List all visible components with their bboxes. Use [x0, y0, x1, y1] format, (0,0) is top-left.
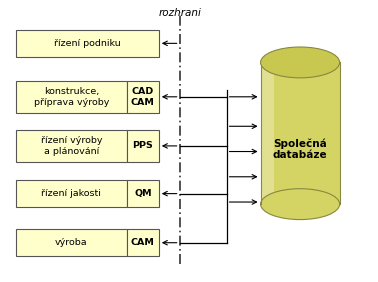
Text: PPS: PPS	[133, 141, 153, 150]
Polygon shape	[260, 62, 274, 204]
Ellipse shape	[260, 47, 340, 78]
FancyBboxPatch shape	[127, 130, 159, 162]
Text: výroba: výroba	[55, 238, 88, 247]
Text: CAD
CAM: CAD CAM	[131, 87, 155, 107]
Text: Společná
databáze: Společná databáze	[273, 138, 327, 160]
Text: řízení jakosti: řízení jakosti	[41, 189, 101, 198]
FancyBboxPatch shape	[16, 130, 127, 162]
FancyBboxPatch shape	[127, 81, 159, 113]
Text: rozhrani: rozhrani	[158, 8, 201, 18]
FancyBboxPatch shape	[16, 30, 159, 57]
Text: řízení výroby
a plánování: řízení výroby a plánování	[40, 136, 102, 156]
Polygon shape	[260, 62, 340, 204]
FancyBboxPatch shape	[16, 180, 127, 207]
FancyBboxPatch shape	[16, 81, 127, 113]
FancyBboxPatch shape	[127, 229, 159, 256]
Text: QM: QM	[134, 189, 152, 198]
Text: konstrukce,
příprava výroby: konstrukce, příprava výroby	[34, 87, 109, 107]
Text: CAM: CAM	[131, 238, 155, 247]
FancyBboxPatch shape	[16, 229, 127, 256]
Text: řízení podniku: řízení podniku	[54, 39, 121, 48]
FancyBboxPatch shape	[127, 180, 159, 207]
Ellipse shape	[260, 189, 340, 220]
